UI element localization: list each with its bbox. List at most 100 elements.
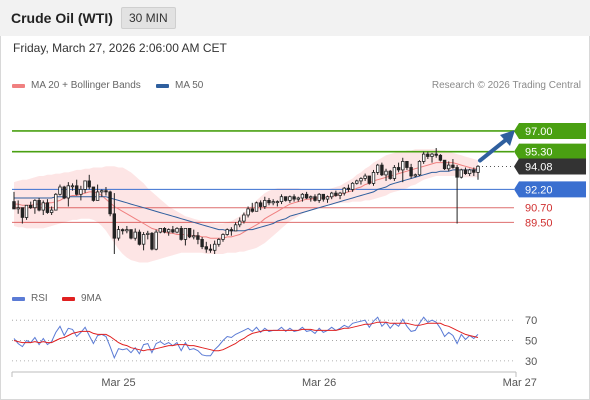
candle xyxy=(208,244,213,253)
candle-body xyxy=(183,227,188,240)
candle xyxy=(95,184,100,201)
legend-label: MA 20 + Bollinger Bands xyxy=(31,80,141,91)
rsi-tick-label: 70 xyxy=(525,315,537,327)
candle xyxy=(162,227,167,234)
candle-body xyxy=(317,193,321,201)
candle xyxy=(100,189,104,197)
candle-body xyxy=(283,196,288,201)
candle-body xyxy=(116,229,121,239)
candle-body xyxy=(129,229,133,239)
candle xyxy=(179,225,183,241)
price-tag-box xyxy=(514,143,586,160)
price-tag-95.30: 95.30 xyxy=(514,143,586,160)
candle xyxy=(355,179,359,185)
candle-body xyxy=(121,229,125,232)
candle-body xyxy=(426,153,430,157)
candle-body xyxy=(380,164,384,176)
rsi-tick-label: 50 xyxy=(525,336,537,348)
candle xyxy=(313,194,317,202)
candle xyxy=(426,151,430,159)
candle xyxy=(375,163,380,175)
ma20-line xyxy=(14,162,478,239)
candle-body xyxy=(242,214,246,222)
candle xyxy=(438,154,443,162)
candle xyxy=(133,228,137,241)
candle-body xyxy=(417,160,422,176)
candle-body xyxy=(250,208,254,212)
candle-body xyxy=(204,246,208,250)
legend-rsi: RSI xyxy=(12,293,48,304)
candle xyxy=(413,173,417,178)
candle xyxy=(108,190,112,217)
candle-body xyxy=(70,185,75,188)
ma50-swatch xyxy=(156,83,169,88)
candle-body xyxy=(396,167,401,171)
candle xyxy=(87,174,91,190)
ma9-swatch xyxy=(62,296,75,301)
candle xyxy=(141,232,146,251)
candle xyxy=(146,230,150,240)
candle xyxy=(58,184,62,196)
candle xyxy=(41,200,45,216)
candle xyxy=(338,191,342,200)
candle-body xyxy=(217,238,221,245)
candle-body xyxy=(137,231,142,245)
candle-body xyxy=(388,170,392,179)
candle xyxy=(217,238,221,247)
candle xyxy=(33,199,37,214)
candle-body xyxy=(192,235,196,238)
candle-body xyxy=(196,235,200,240)
price-tag-box xyxy=(514,158,586,175)
candle xyxy=(129,229,133,240)
candle xyxy=(254,201,259,212)
candle xyxy=(154,229,158,251)
candle-body xyxy=(467,169,472,174)
ma50-line xyxy=(14,169,478,232)
candle xyxy=(150,232,154,251)
candle xyxy=(37,197,41,212)
candle-body xyxy=(208,248,213,251)
rsi-tick-label: 30 xyxy=(525,356,537,368)
price-tag-box xyxy=(514,181,586,198)
price-tag-text: 95.30 xyxy=(525,147,553,159)
candle xyxy=(221,233,225,242)
candle xyxy=(75,179,79,196)
candle-body xyxy=(171,229,175,233)
candle-body xyxy=(434,153,438,156)
candle xyxy=(472,167,476,177)
candle-body xyxy=(296,197,300,200)
candle xyxy=(166,228,171,236)
candle xyxy=(325,195,330,203)
candle-body xyxy=(359,178,363,182)
candle-body xyxy=(355,180,359,184)
timeframe-badge[interactable]: 30 MIN xyxy=(121,7,176,29)
candle-body xyxy=(175,227,179,233)
candle xyxy=(12,191,16,210)
candle-body xyxy=(292,196,296,200)
candle-body xyxy=(200,238,204,248)
candle xyxy=(62,185,66,200)
candle xyxy=(283,196,288,202)
price-tag-box xyxy=(514,122,586,139)
candle-body xyxy=(16,207,20,210)
candle-body xyxy=(258,202,263,207)
candle xyxy=(229,227,234,236)
candle xyxy=(434,148,438,158)
candle xyxy=(267,197,271,206)
projection-arrow-head xyxy=(500,129,515,146)
candle xyxy=(104,187,108,196)
candle-body xyxy=(367,175,371,184)
candle-body xyxy=(401,160,405,171)
candle xyxy=(121,228,125,235)
price-tag-text: 90.70 xyxy=(525,203,553,215)
candle-body xyxy=(346,187,351,190)
candle-body xyxy=(54,193,58,211)
candle-body xyxy=(405,160,409,168)
candle xyxy=(430,152,434,163)
candle-body xyxy=(100,190,104,193)
rsi-series-9MA xyxy=(13,321,479,352)
price-tag-text: 94.08 xyxy=(525,162,553,174)
candle xyxy=(304,191,309,200)
candle-body xyxy=(472,169,476,173)
candle xyxy=(212,240,217,254)
